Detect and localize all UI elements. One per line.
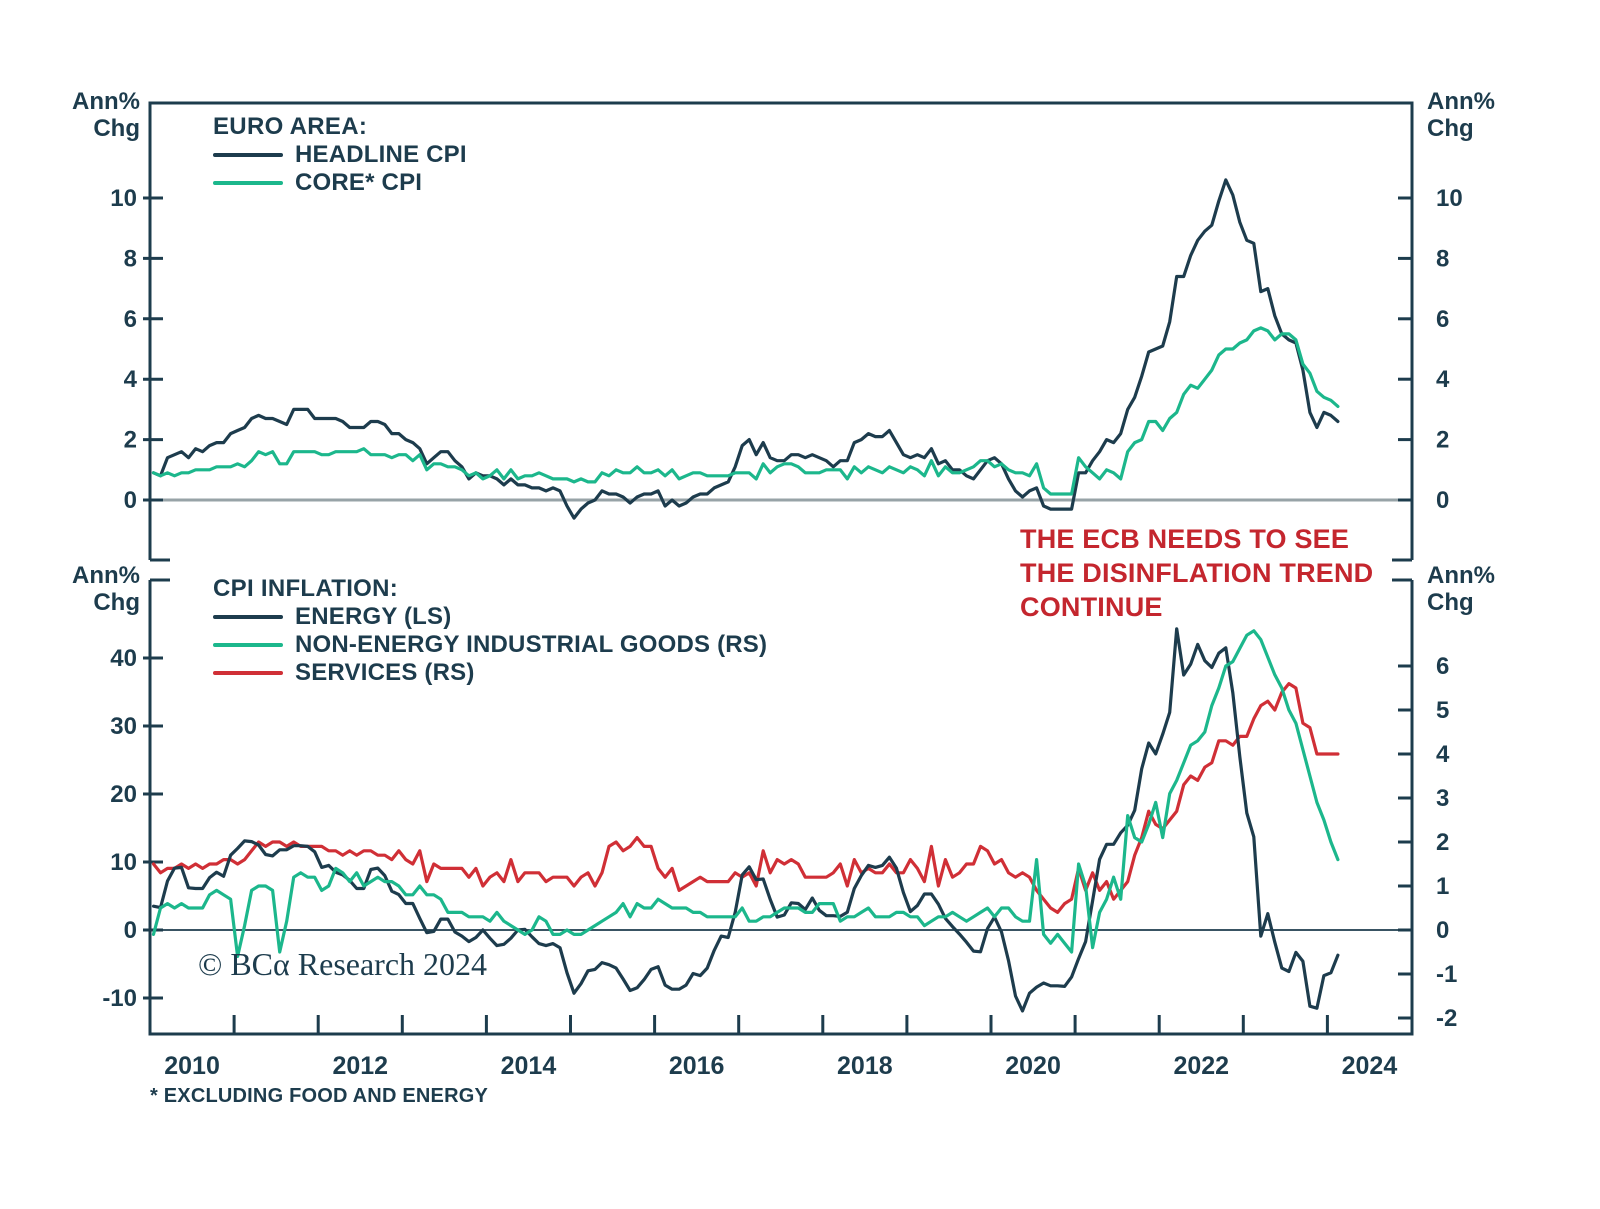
legend-item-headline-cpi: HEADLINE CPI [213,141,467,169]
y-axis-title-line2: Chg [93,115,140,142]
svg-text:-2: -2 [1436,1005,1457,1032]
svg-text:-1: -1 [1436,961,1457,988]
bottom-panel-series [151,627,1340,1013]
top-panel-axes: 10 8 6 4 2 0 10 8 6 4 2 0 [110,101,1463,562]
legend-item-energy: ENERGY (LS) [213,603,767,631]
y-axis-title-line1: Ann% [72,562,140,589]
legend-item-core-cpi: CORE* CPI [213,169,467,197]
top-legend-title: EURO AREA: [213,113,368,140]
svg-text:1: 1 [1436,873,1449,900]
svg-text:40: 40 [110,645,137,672]
y-axis-title-line1: Ann% [1427,562,1495,589]
svg-text:4: 4 [1436,366,1450,393]
legend-item-services: SERVICES (RS) [213,659,767,687]
legend-label: HEADLINE CPI [295,141,467,168]
y-axis-title-line2: Chg [93,589,140,616]
y-axis-title-bottom-left: Ann% Chg [58,562,140,616]
core-cpi-line [151,326,1340,496]
svg-text:8: 8 [1436,245,1449,272]
svg-text:2: 2 [1436,427,1449,454]
top-panel-series [151,178,1340,520]
x-axis: 2010 2012 2014 2016 2018 2020 2022 2024 [164,1015,1397,1080]
legend-label: SERVICES (RS) [295,659,475,686]
bottom-panel-legend: CPI INFLATION: ENERGY (LS) NON-ENERGY IN… [213,574,767,687]
copyright-notice: © BCα Research 2024 [198,946,488,982]
headline-cpi-line-swatch [213,153,283,157]
non-energy-industrial-goods-rs-line [151,629,1340,959]
legend-label: CORE* CPI [295,169,423,196]
annotation-line1: THE ECB NEEDS TO SEE [1020,524,1350,554]
top-panel-legend: EURO AREA: HEADLINE CPI CORE* CPI [213,112,467,197]
svg-text:2: 2 [124,427,137,454]
bottom-legend-title: CPI INFLATION: [213,575,399,602]
svg-text:4: 4 [1436,741,1450,768]
svg-text:8: 8 [124,245,137,272]
svg-text:2018: 2018 [837,1052,893,1080]
y-axis-title-line2: Chg [1427,589,1474,616]
svg-text:6: 6 [124,306,137,333]
top-panel: 10 8 6 4 2 0 10 8 6 4 2 0 [110,101,1463,562]
svg-text:2016: 2016 [669,1052,725,1080]
svg-text:2010: 2010 [164,1052,220,1080]
legend-label: NON-ENERGY INDUSTRIAL GOODS (RS) [295,631,768,658]
svg-text:2024: 2024 [1342,1052,1398,1080]
energy-line-swatch [213,615,283,619]
svg-text:6: 6 [1436,653,1449,680]
legend-label: ENERGY (LS) [295,603,452,630]
headline-cpi-line [151,178,1340,520]
svg-text:20: 20 [110,781,137,808]
svg-text:2022: 2022 [1173,1052,1229,1080]
svg-text:10: 10 [110,185,137,212]
y-axis-title-top-right: Ann% Chg [1427,88,1495,142]
svg-text:2: 2 [1436,829,1449,856]
svg-text:-10: -10 [102,985,137,1012]
svg-text:2020: 2020 [1005,1052,1061,1080]
y-axis-title-line2: Chg [1427,115,1474,142]
svg-text:3: 3 [1436,785,1449,812]
non-energy-goods-line-swatch [213,643,283,647]
svg-text:0: 0 [124,917,137,944]
core-definition-footnote: * EXCLUDING FOOD AND ENERGY [150,1085,489,1107]
svg-text:0: 0 [124,487,137,514]
annotation-line2: THE DISINFLATION TREND [1020,558,1374,588]
y-axis-title-top-left: Ann% Chg [58,88,140,142]
svg-text:0: 0 [1436,917,1449,944]
legend-item-non-energy-goods: NON-ENERGY INDUSTRIAL GOODS (RS) [213,631,767,659]
ecb-disinflation-annotation: THE ECB NEEDS TO SEE THE DISINFLATION TR… [1020,522,1373,624]
y-axis-title-line1: Ann% [72,88,140,115]
svg-text:30: 30 [110,713,137,740]
svg-text:2014: 2014 [501,1052,557,1080]
svg-text:10: 10 [1436,185,1463,212]
svg-text:4: 4 [124,366,138,393]
svg-text:10: 10 [110,849,137,876]
svg-text:0: 0 [1436,487,1449,514]
y-axis-title-line1: Ann% [1427,88,1495,115]
annotation-line3: CONTINUE [1020,592,1163,622]
services-line-swatch [213,671,283,675]
svg-text:6: 6 [1436,306,1449,333]
y-axis-title-bottom-right: Ann% Chg [1427,562,1495,616]
svg-text:5: 5 [1436,697,1449,724]
svg-text:2012: 2012 [332,1052,388,1080]
core-cpi-line-swatch [213,181,283,185]
